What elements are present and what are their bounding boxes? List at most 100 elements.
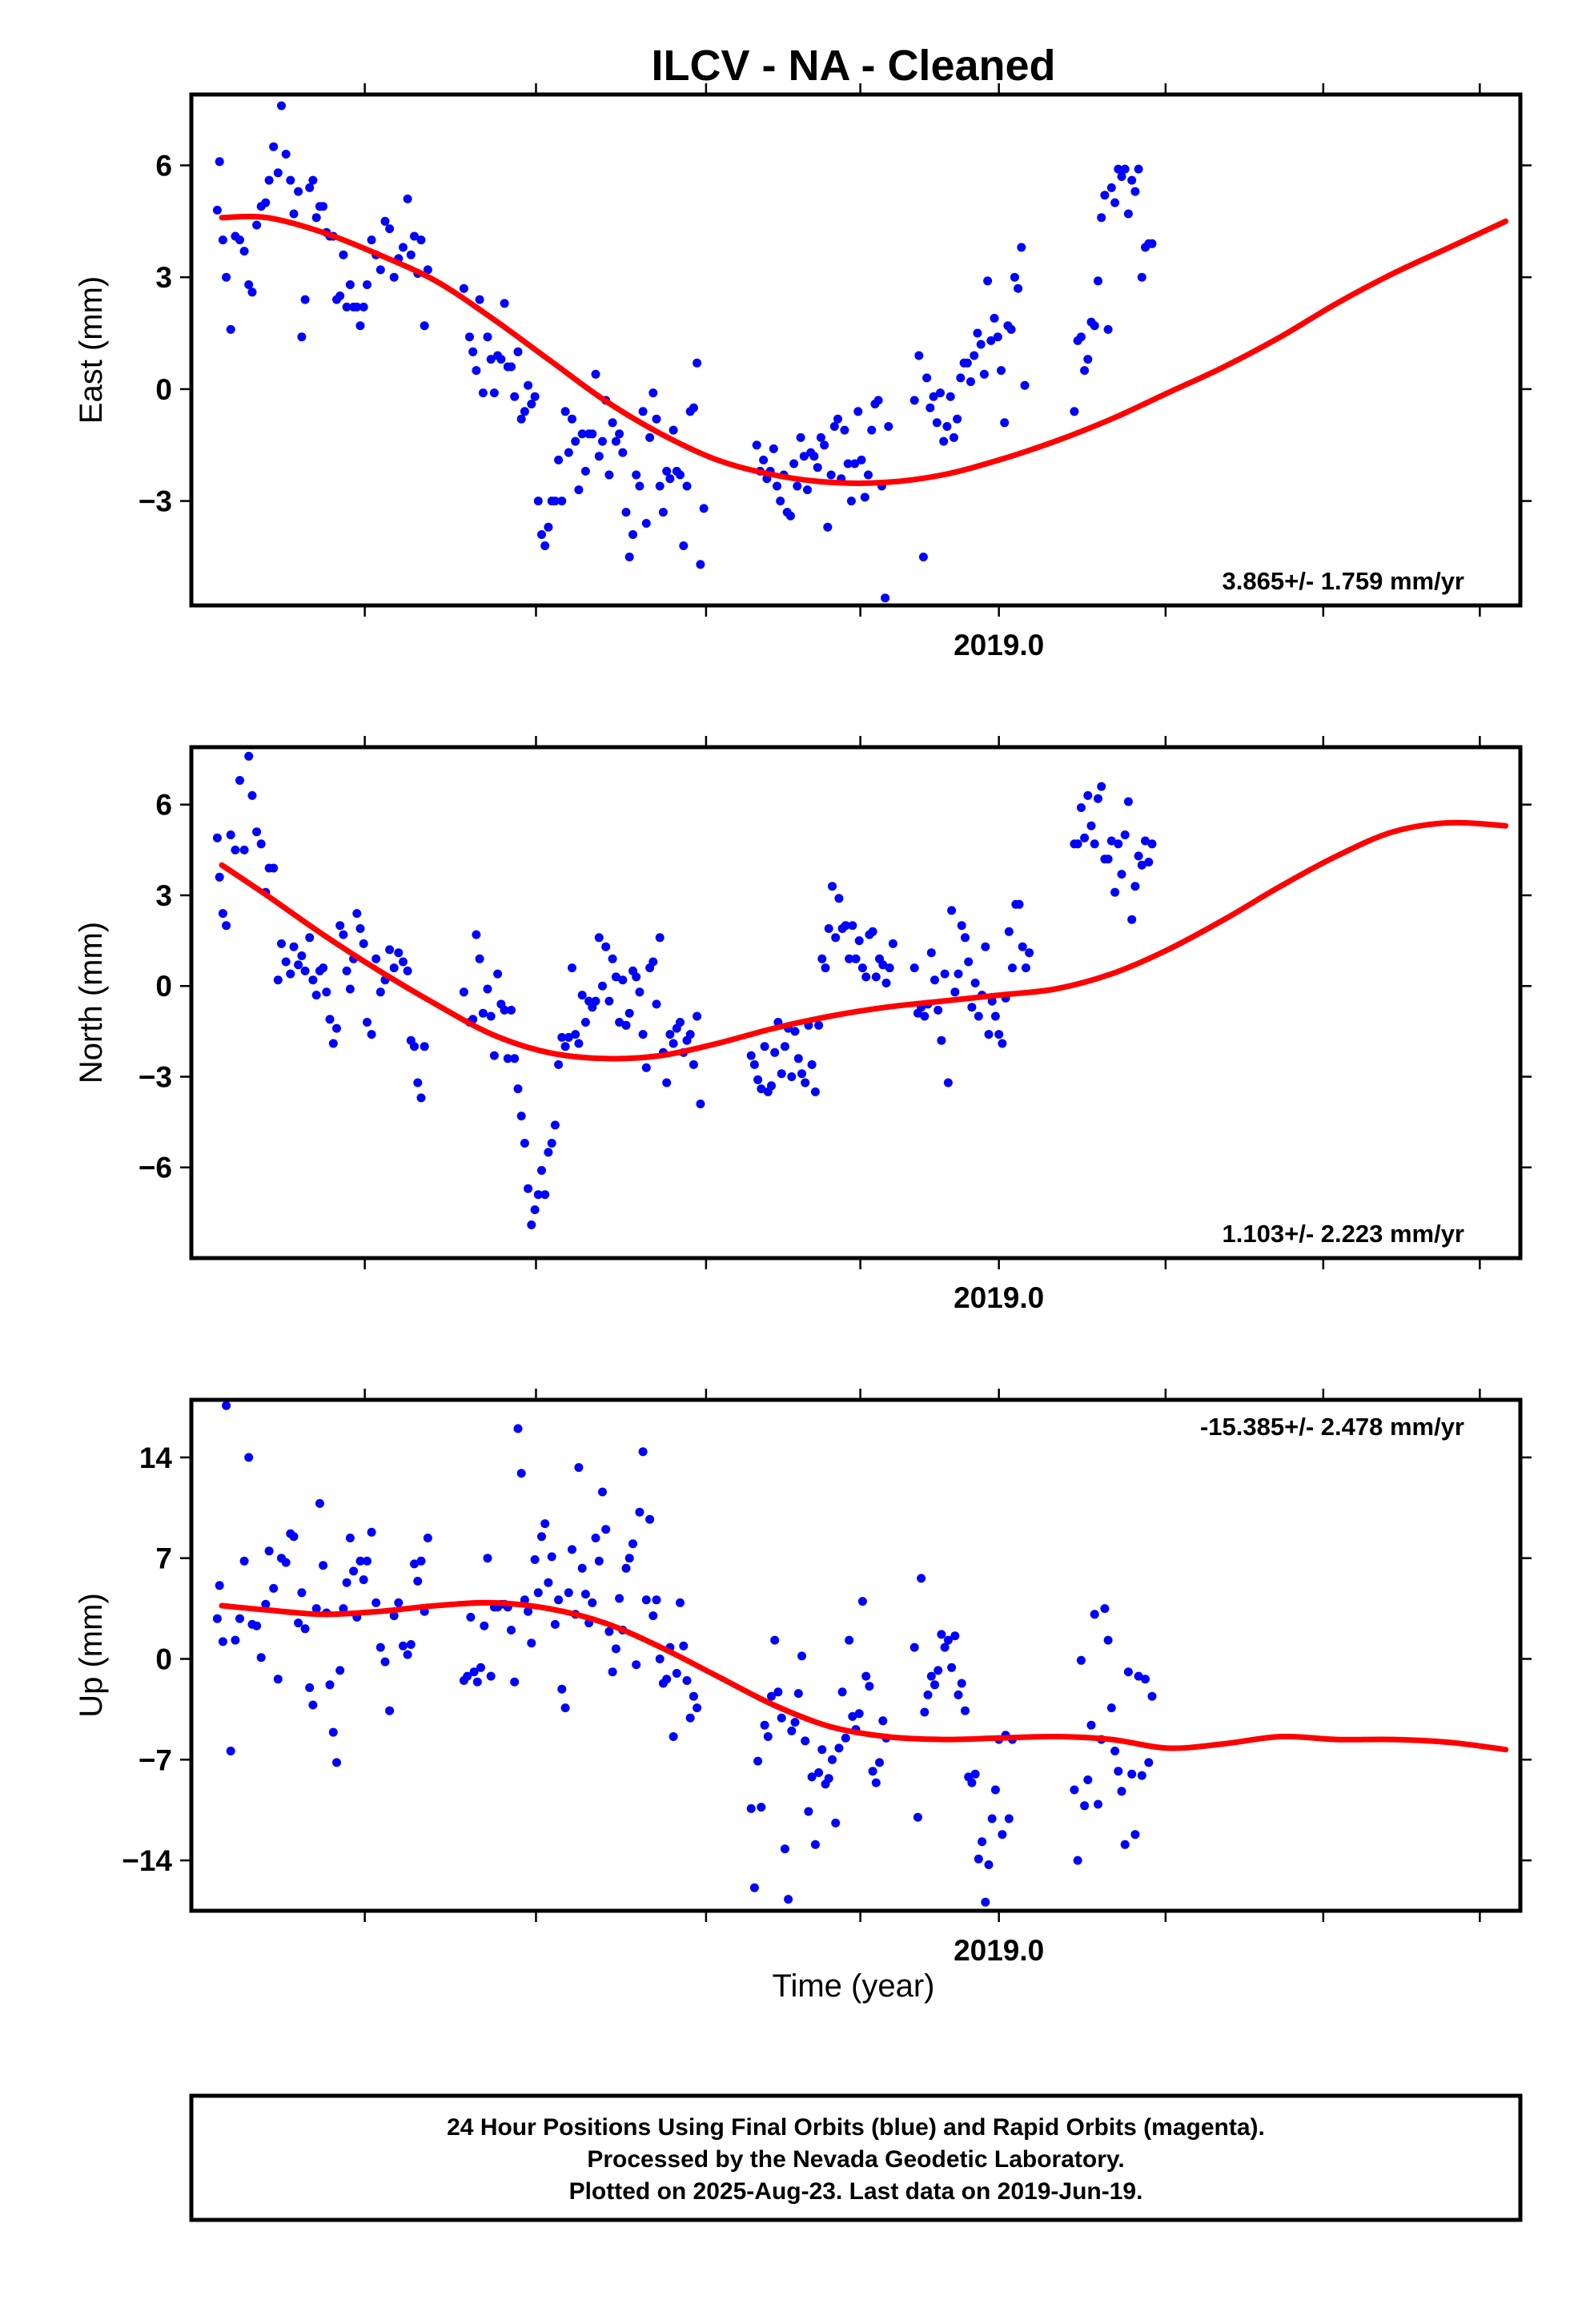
east-point	[662, 466, 672, 476]
north-point	[1076, 803, 1086, 812]
up-point	[371, 1598, 381, 1607]
up-point	[289, 1532, 299, 1542]
east-point	[846, 497, 856, 506]
north-point	[871, 972, 881, 982]
up-point	[231, 1635, 240, 1645]
east-point	[261, 198, 271, 207]
east-point	[840, 425, 849, 435]
north-point	[560, 1042, 570, 1051]
up-point	[416, 1556, 426, 1566]
east-point	[696, 560, 705, 569]
north-point	[821, 963, 830, 973]
east-point	[594, 452, 604, 461]
east-point	[962, 358, 972, 368]
north-point	[1094, 794, 1102, 803]
up-panel: −14 −7 0 7 14 2019.0 Up (mm) -15.385+/- 2.478 m…	[74, 1389, 1532, 1967]
east-point	[949, 432, 958, 442]
footer-line-3: Plotted on 2025-Aug-23. Last data on 201…	[569, 2178, 1143, 2205]
up-point	[513, 1424, 523, 1433]
east-point	[773, 481, 781, 491]
up-ytick-label: 14	[139, 1441, 173, 1474]
east-point	[363, 280, 371, 289]
north-point	[828, 882, 837, 891]
north-point	[841, 921, 850, 931]
north-point	[367, 1030, 376, 1039]
up-point	[797, 1651, 806, 1661]
east-point	[568, 414, 576, 424]
north-point	[601, 942, 611, 951]
up-points	[212, 1401, 1157, 1907]
up-point	[1134, 1671, 1143, 1681]
up-point	[305, 1683, 315, 1692]
up-point	[591, 1534, 600, 1542]
east-point	[956, 373, 966, 383]
east-rate-text: 3.865+/- 1.759 mm/yr	[1223, 567, 1464, 595]
north-point	[486, 1011, 496, 1021]
east-point	[273, 168, 283, 178]
up-point	[588, 1598, 597, 1607]
north-point	[507, 1005, 516, 1015]
north-point	[550, 1120, 560, 1130]
east-point	[472, 366, 481, 376]
east-point	[580, 466, 590, 476]
north-point	[580, 1018, 590, 1027]
east-point	[1134, 164, 1143, 174]
up-point	[608, 1667, 617, 1677]
east-point	[308, 175, 318, 185]
up-point	[423, 1534, 432, 1542]
east-point	[993, 332, 1002, 342]
east-ytick-label: 6	[155, 149, 172, 182]
east-point	[524, 380, 533, 390]
up-point	[871, 1778, 881, 1787]
north-point	[527, 1220, 536, 1229]
east-panel: −3 0 3 6 2019.0 East (mm) 3.865+/- 1.759 mm/yr	[74, 83, 1532, 661]
footer-line-2: Processed by the Nevada Geodetic Laborat…	[587, 2146, 1124, 2173]
north-point	[297, 951, 307, 960]
north-point	[413, 1078, 423, 1088]
north-point	[594, 933, 604, 943]
up-point	[273, 1675, 283, 1684]
up-point	[950, 1631, 960, 1641]
north-point	[416, 1093, 426, 1103]
north-point	[974, 1011, 983, 1021]
up-point	[560, 1703, 570, 1713]
up-point	[1144, 1758, 1154, 1767]
north-fit-line	[219, 819, 1509, 1062]
up-point	[655, 1655, 665, 1663]
up-point	[355, 1556, 365, 1566]
north-point	[857, 963, 867, 973]
east-point	[635, 481, 644, 491]
north-point	[1025, 948, 1034, 958]
east-point	[475, 295, 484, 304]
north-point	[1018, 942, 1027, 951]
east-point	[294, 187, 303, 196]
up-point	[1127, 1769, 1137, 1779]
up-point	[943, 1635, 953, 1645]
north-point	[868, 927, 877, 936]
north-panel: −6 −3 0 3 6 2019.0 North (mm) 1.103+/- 2.223 mm…	[74, 736, 1532, 1314]
up-point	[389, 1611, 399, 1621]
east-point	[645, 432, 655, 442]
east-point	[459, 283, 468, 293]
east-point	[420, 321, 429, 331]
north-point	[878, 960, 888, 970]
east-point	[621, 508, 631, 517]
up-point	[1130, 1830, 1140, 1839]
north-point	[335, 921, 345, 931]
north-point	[950, 987, 960, 997]
north-point	[793, 1054, 803, 1063]
east-point	[385, 224, 395, 234]
east-point	[212, 205, 222, 215]
east-point	[932, 418, 942, 428]
east-point	[513, 347, 523, 356]
up-point	[834, 1743, 844, 1753]
north-point	[746, 1051, 756, 1060]
east-point	[1090, 321, 1099, 331]
east-point	[769, 444, 778, 453]
up-point	[987, 1814, 997, 1823]
north-point	[500, 1005, 509, 1015]
up-point	[652, 1595, 661, 1605]
east-point	[823, 522, 833, 532]
up-point	[841, 1733, 850, 1743]
east-point	[884, 422, 893, 431]
